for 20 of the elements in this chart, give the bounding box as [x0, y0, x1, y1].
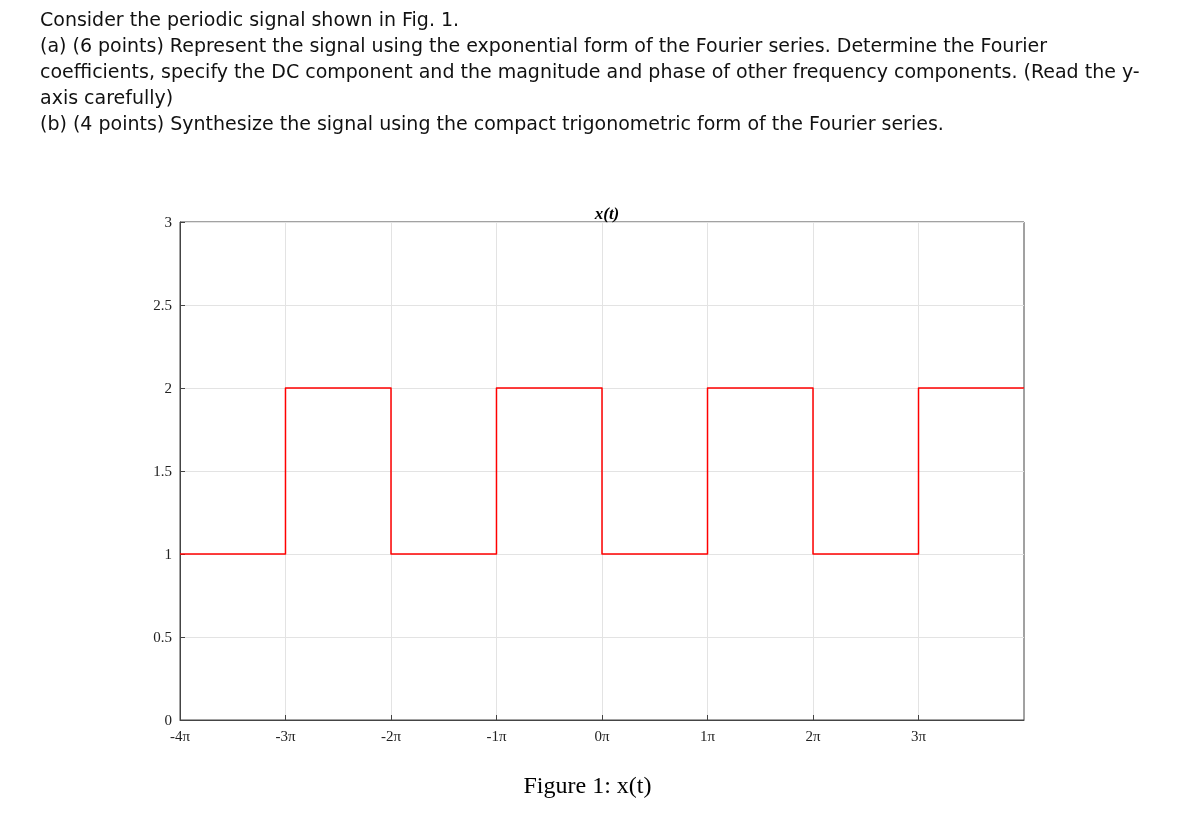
x-tick-label: -2π	[380, 727, 402, 744]
x-tick-label: -1π	[486, 727, 507, 744]
x-tick-label: 0π	[594, 727, 610, 744]
x-tick-label: -4π	[169, 727, 191, 744]
y-tick-label: 1	[164, 546, 172, 562]
y-tick-label: 2.5	[153, 297, 172, 313]
caption: Figure 1: x(t)	[522, 772, 653, 799]
x-tick-label: 1π	[699, 727, 716, 744]
text: (a) (6 points) Represent the signal using the exponential form of the Fourier series. Determine the Fourier coefficients, specify the DC component and the magnitude and phase of other frequency components. (Read the y-axis carefully)	[40, 33, 1141, 110]
x-tick-label: -3π	[275, 727, 296, 744]
x-tick-label: 2π	[805, 727, 821, 744]
y-tick-label: 2	[164, 380, 172, 396]
x-tick-label: 3π	[910, 727, 927, 744]
chart-title: x(t)	[593, 204, 620, 223]
text: Consider the periodic signal shown in Fig. 1.	[40, 7, 461, 32]
y-tick-label: 0.5	[153, 629, 172, 645]
y-tick-label: 0	[164, 712, 172, 728]
y-tick-label: 3	[164, 214, 172, 230]
text: (b) (4 points) Synthesize the signal using the compact trigonometric form of the Fourier series.	[40, 111, 945, 136]
y-tick-label: 1.5	[153, 463, 172, 479]
